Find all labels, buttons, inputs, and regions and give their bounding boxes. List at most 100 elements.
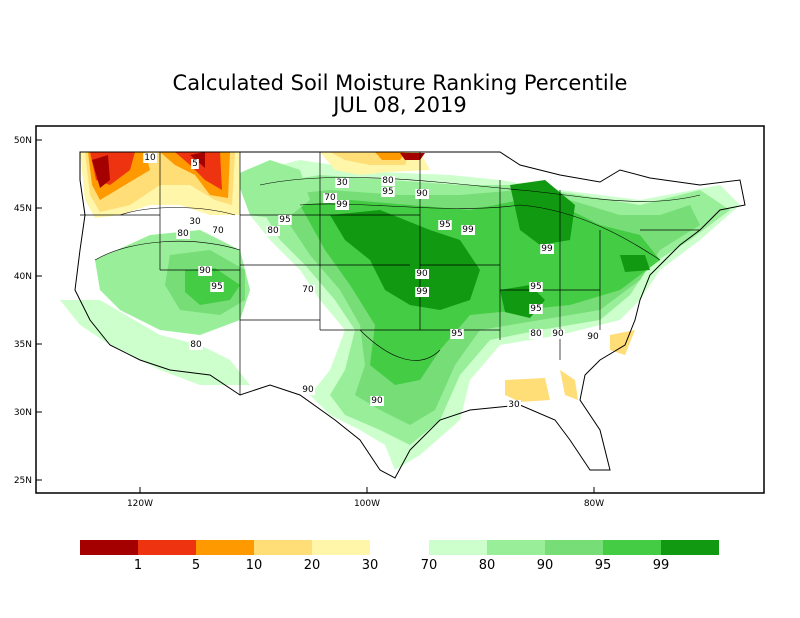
contour-label: 80 [267,226,279,236]
contour-label: 90 [302,385,314,395]
map-area [60,151,746,479]
contour-label-bg [438,220,452,230]
contour-label: 80 [177,229,189,239]
contour-label-bg [540,244,554,254]
wet-shading [60,160,740,470]
contour-label: 99 [462,225,474,235]
contour-lines [94,177,701,361]
contour-label: 90 [371,396,383,406]
contour-label: 80 [530,329,542,339]
us-outline [74,151,746,479]
contour-label-bg [335,178,349,188]
y-tick-label: 35N [14,340,32,350]
legend-label: 99 [652,558,670,573]
region-99-d [620,255,650,272]
contour-label: 95 [439,220,450,230]
contour-label: 90 [416,189,428,199]
legend-label: 30 [361,558,379,573]
map-title: Calculated Soil Moisture Ranking Percent… [172,71,628,95]
legend-label: 10 [245,558,263,573]
contour-label-bg [507,400,521,410]
contour-label-bg [529,282,543,292]
legend-label: 70 [420,558,438,573]
legend-label: 90 [536,558,554,573]
contour-label-bg [415,189,429,199]
region-30-se [505,378,550,402]
contour-label-bg [381,187,395,197]
contour-label: 90 [552,329,564,339]
contour-label: 95 [382,187,393,197]
contour-label-bg [211,226,225,236]
contour-label-bg [198,266,212,276]
contour-label-bg [266,226,280,236]
region-sw-70 [60,300,250,385]
contour-label-bg [323,193,337,203]
contour-label-bg [381,176,395,186]
contour-label: 70 [302,285,314,295]
contour-label: 90 [199,266,211,276]
contour-label-bg [301,285,315,295]
region-30-fl [560,370,578,400]
legend-swatch-wet-1 [487,540,545,555]
y-tick-label: 40N [14,272,32,282]
contour-label: 10 [144,153,156,163]
contour-label: 95 [211,282,222,292]
contour-label: 95 [279,215,290,225]
legend-swatch-wet-2 [545,540,603,555]
legend-swatch-wet-4 [661,540,719,555]
contour-label-bg [191,159,199,169]
x-tick-label: 120W [127,499,153,509]
map-frame [35,125,765,494]
contour-label: 5 [192,159,198,169]
legend-swatch-dry-1 [138,540,196,555]
legend-swatch-dry-2 [196,540,254,555]
contour-label: 30 [336,178,348,188]
legend-swatch-wet-0 [429,540,487,555]
region-10-nd [375,152,405,160]
contour-label: 95 [530,282,541,292]
contour-label: 90 [416,269,428,279]
legend-swatch-dry-4 [312,540,370,555]
contour-label-bg [415,287,429,297]
legend-label: 80 [478,558,496,573]
contour-label-bg [450,329,464,339]
contour-label: 99 [416,287,428,297]
contour-label-bg [586,332,600,342]
y-tick-label: 45N [14,204,32,214]
contour-label-bg [370,396,384,406]
contour-label-bg [188,217,202,227]
legend-label: 20 [303,558,321,573]
contour-label-bg [189,340,203,350]
legend-swatch-wet-3 [603,540,661,555]
contour-label: 70 [212,226,224,236]
contour-label-bg [176,229,190,239]
contour-label-bg [461,225,475,235]
contour-label: 30 [508,400,520,410]
contour-label: 30 [189,217,201,227]
contour-label-bg [335,200,349,210]
x-tick-label: 100W [354,499,380,509]
tick-marks [36,139,595,493]
legend-label: 95 [594,558,612,573]
y-tick-label: 30N [14,408,32,418]
contour-labels: 10 5 30 80 70 95 80 70 90 95 70 30 80 95… [143,153,600,410]
contour-label-bg [210,282,224,292]
contour-label-bg [551,329,565,339]
contour-label: 99 [336,200,348,210]
contour-label: 99 [541,244,553,254]
region-wy-70 [235,160,310,220]
y-tick-label: 25N [14,476,32,486]
region-99 [330,210,480,310]
contour-label-bg [301,385,315,395]
contour-label-bg [278,215,292,225]
region-99-b [510,180,575,245]
contour-label-bg [415,269,429,279]
legend-swatch-dry-0 [80,540,138,555]
contour-label: 95 [451,329,462,339]
y-tick-label: 50N [14,136,32,146]
contour-label: 70 [324,193,336,203]
region-5-nw-b [175,152,222,190]
contour-label-bg [529,304,543,314]
legend-swatch-dry-3 [254,540,312,555]
